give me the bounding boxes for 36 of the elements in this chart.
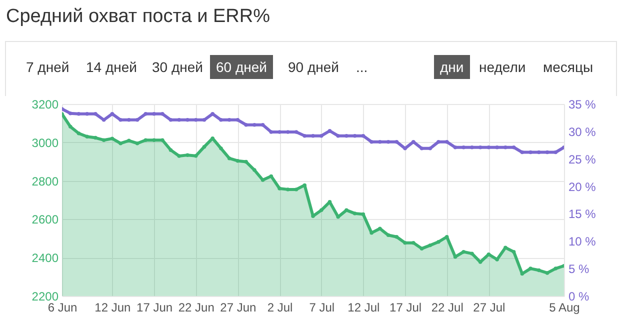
text: 60 дней — [210, 55, 273, 79]
text: 7 дней — [25, 58, 70, 77]
x-tick-label: 22 Jun — [178, 300, 214, 314]
chart-title: Средний охват поста и ERR% — [6, 6, 270, 28]
x-tick-label: 22 Jul — [431, 300, 464, 314]
text: месяцы — [542, 58, 594, 77]
text: 90 дней — [287, 58, 340, 77]
x-tick-label: 17 Jul — [390, 300, 422, 314]
y-tick-label: 2600 — [32, 212, 59, 227]
y2-tick-label: 20 % — [568, 180, 596, 194]
y2-tick-label: 25 % — [568, 152, 596, 166]
y-tick-label: 3200 — [32, 98, 59, 112]
y2-tick-label: 5 % — [568, 262, 590, 276]
text: 14 дней — [85, 58, 138, 77]
y-tick-label: 2200 — [32, 290, 59, 304]
x-tick-label: 27 Jul — [473, 300, 506, 314]
x-tick-label: 27 Jun — [220, 300, 256, 314]
text: ... — [355, 58, 369, 77]
x-tick-label: 17 Jun — [136, 300, 173, 314]
x-tick-label: 7 Jul — [309, 300, 335, 314]
text: дни — [434, 55, 470, 79]
y2-tick-label: 10 % — [568, 234, 596, 249]
x-tick-label: 2 Jul — [267, 300, 293, 314]
text: 30 дней — [151, 58, 204, 77]
x-tick-label: 6 Jun — [48, 300, 78, 314]
x-tick-label: 5 Aug — [549, 300, 580, 314]
y2-tick-label: 35 % — [568, 98, 596, 112]
x-tick-label: 12 Jul — [348, 300, 380, 314]
y2-tick-label: 15 % — [568, 207, 596, 222]
y-tick-label: 2400 — [32, 251, 59, 266]
y-tick-label: 2800 — [32, 174, 59, 188]
y2-tick-label: 30 % — [568, 124, 596, 139]
y2-tick-label: 0 % — [568, 290, 590, 304]
x-tick-label: 12 Jun — [94, 300, 131, 314]
y-tick-label: 3000 — [32, 136, 59, 150]
text: недели — [478, 58, 527, 77]
